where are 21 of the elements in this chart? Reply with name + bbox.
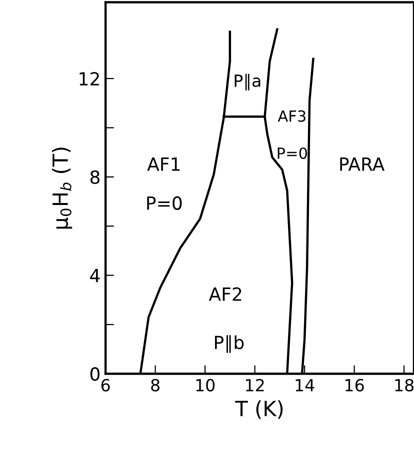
x-tick-label: 12 (246, 378, 264, 392)
y-tick-label: 12 (80, 72, 99, 86)
annotation: P∥a (234, 74, 260, 90)
annotation: P∥b (215, 335, 244, 353)
annotation: AF3 (278, 110, 306, 122)
x-tick-label: 14 (296, 379, 314, 392)
annotation: AF1 (147, 158, 180, 171)
x-tick-label: 10 (196, 378, 215, 392)
x-tick-label: 16 (346, 378, 364, 392)
y-axis-title: μ$_{0}$H$_{b}$ (T) (52, 148, 72, 229)
x-tick-label: 8 (151, 378, 160, 392)
y-tick-label: 8 (90, 170, 100, 184)
x-tick-label: 6 (101, 378, 110, 392)
annotation: P=0 (278, 147, 308, 159)
x-tick-label: 18 (395, 378, 414, 392)
y-tick-label: 0 (90, 367, 100, 381)
annotation: P=0 (147, 196, 182, 210)
annotation: AF2 (208, 287, 242, 301)
y-tick-label: 4 (90, 269, 100, 282)
annotation: PARA (340, 158, 385, 171)
x-axis-title: T (K) (235, 400, 283, 419)
